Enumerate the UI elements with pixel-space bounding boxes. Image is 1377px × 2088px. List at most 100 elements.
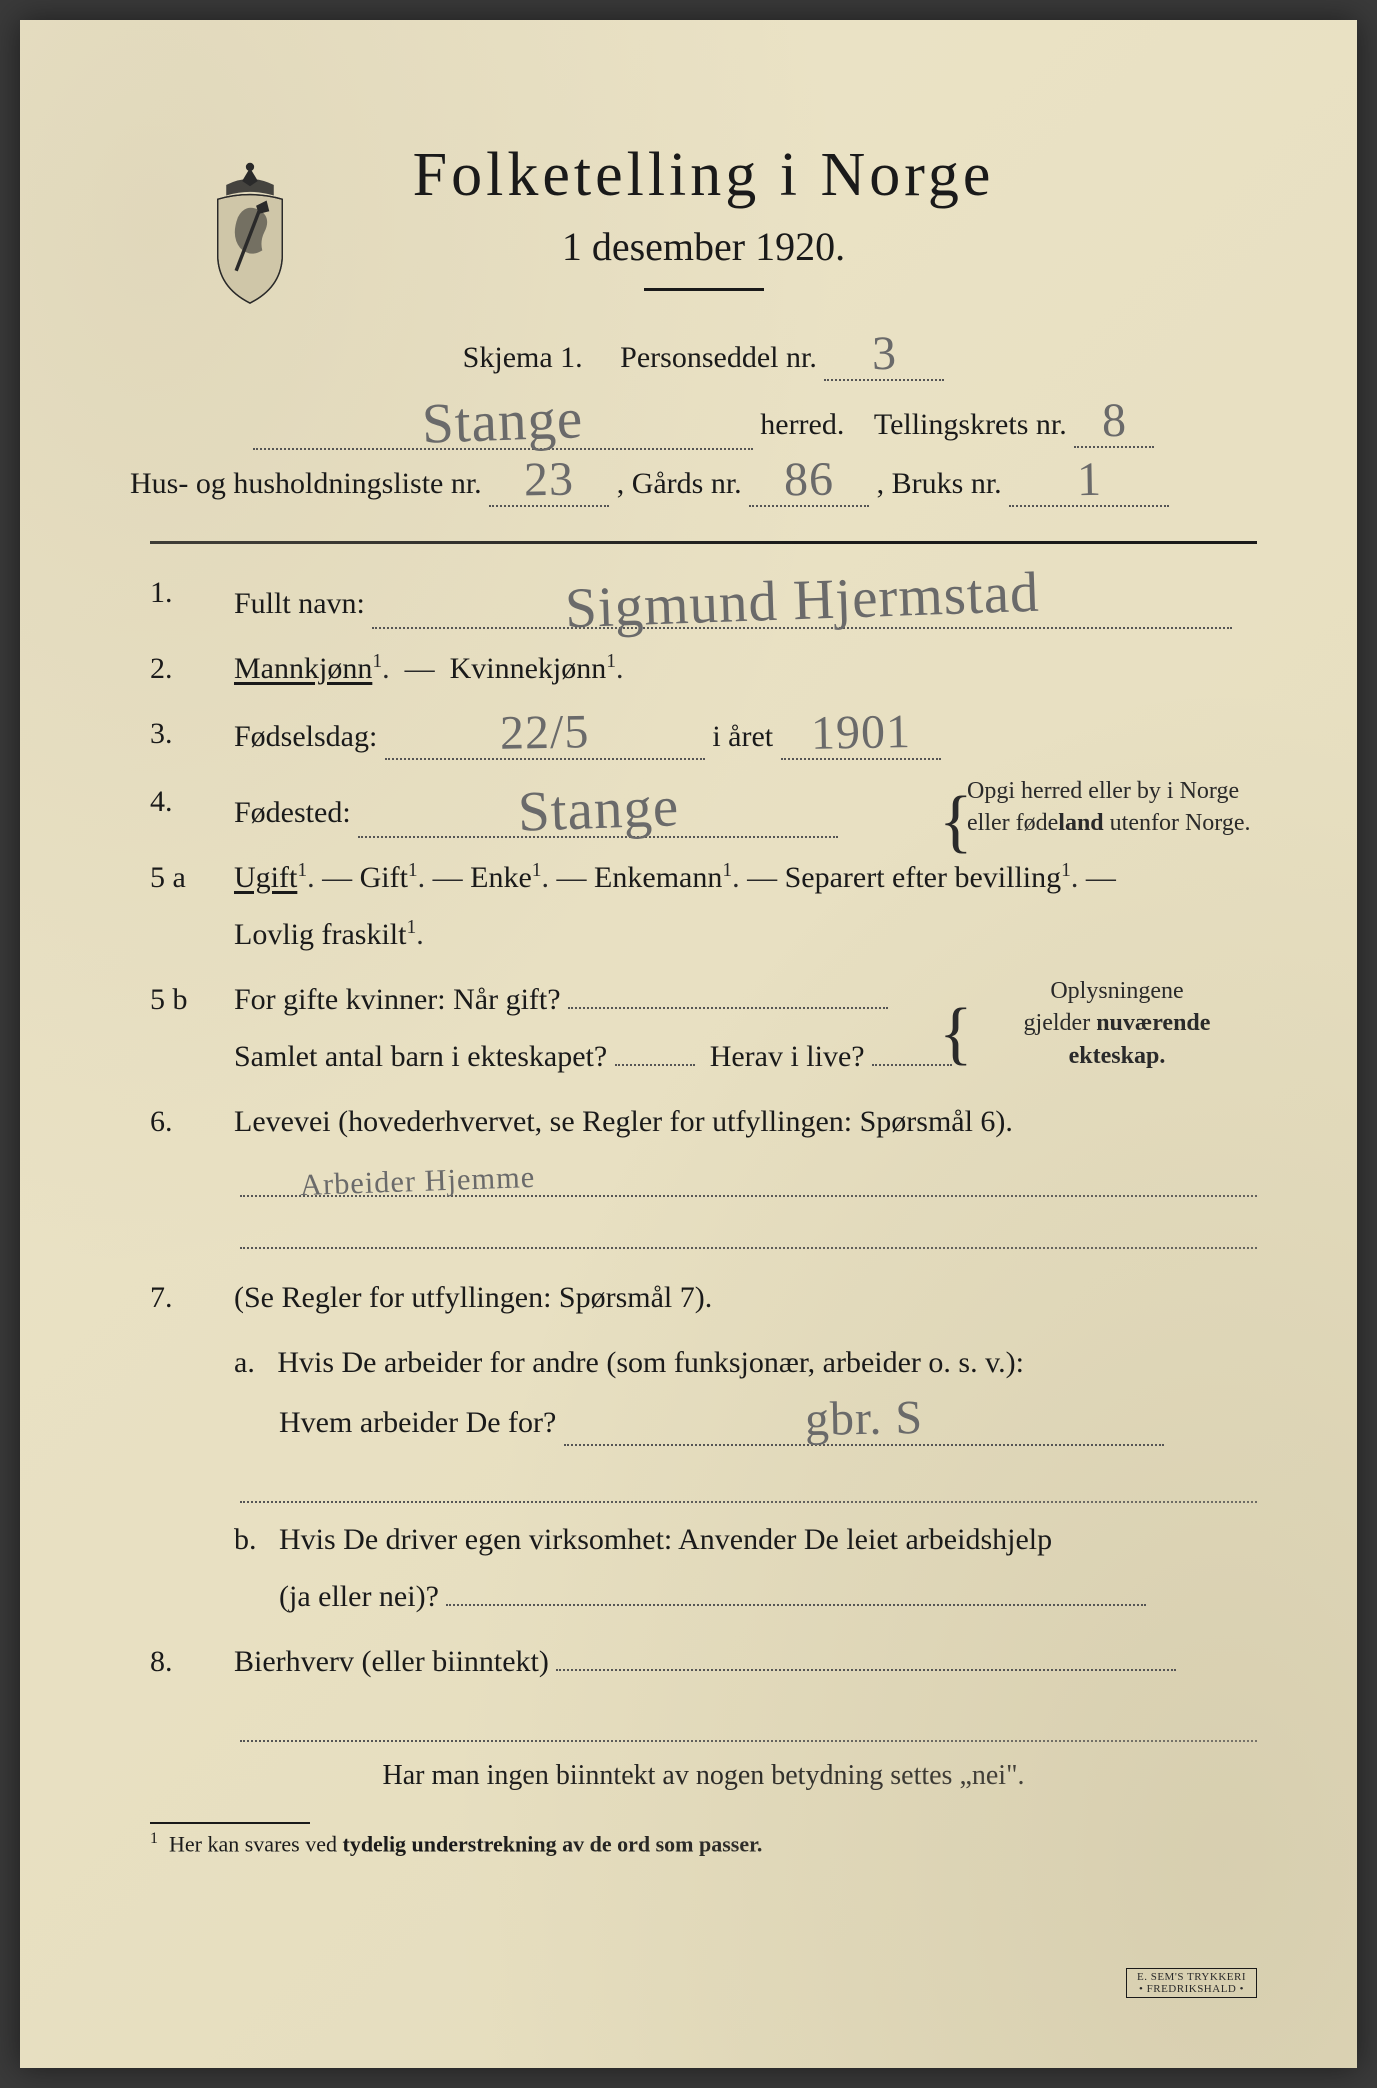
q7-num: 7. <box>150 1269 210 1326</box>
footnote-rule <box>150 1822 310 1824</box>
q7a-num: a. <box>234 1346 255 1379</box>
personseddel-label: Personseddel nr. <box>620 341 817 374</box>
footnote-b: tydelig understrekning av de ord som pas… <box>343 1831 763 1856</box>
footnote-a: Her kan svares ved <box>169 1831 343 1856</box>
q7b: b. Hvis De driver egen virksomhet: Anven… <box>150 1511 1257 1625</box>
printer-l2: • FREDRIKSHALD • <box>1137 1983 1246 1995</box>
q3-mid: i året <box>712 720 773 753</box>
q3-day-blank: 22/5 <box>385 705 705 760</box>
q5b: 5 b For gifte kvinner: Når gift? Samlet … <box>150 971 1257 1085</box>
q1-label: Fullt navn: <box>234 587 365 620</box>
questions: 1. Fullt navn: Sigmund Hjermstad 2. Mann… <box>150 564 1257 1857</box>
q4-note-l1: Opgi herred eller by i Norge <box>967 778 1239 804</box>
q2-mann: Mannkjønn <box>234 652 372 685</box>
q7a: a. Hvis De arbeider for andre (som funks… <box>150 1334 1257 1451</box>
herred-value: Stange <box>421 388 584 456</box>
coat-of-arms-icon <box>190 160 310 310</box>
q7a-l1: Hvis De arbeider for andre (som funksjon… <box>277 1346 1024 1379</box>
q4-label: Fødested: <box>234 796 351 829</box>
q8: 8. Bierhverv (eller biinntekt) <box>150 1633 1257 1690</box>
q5b-l2a: Samlet antal barn i ekteskapet? <box>234 1040 607 1073</box>
q3-year: 1901 <box>810 706 911 761</box>
hus-label: Hus- og husholdningsliste nr. <box>130 467 482 500</box>
meta-line-1: Skjema 1. Personseddel nr. 3 <box>150 326 1257 385</box>
q6-label: Levevei (hovederhvervet, se Regler for u… <box>234 1105 1013 1138</box>
q6-num: 6. <box>150 1093 210 1150</box>
q7: 7. (Se Regler for utfyllingen: Spørsmål … <box>150 1269 1257 1326</box>
q5b-l2a-blank <box>615 1064 695 1066</box>
q5b-note-l2b: nuværende <box>1096 1010 1210 1036</box>
footnote: 1 Her kan svares ved tydelig understrekn… <box>150 1830 1257 1857</box>
q5b-note-l3: ekteskap. <box>1069 1043 1166 1069</box>
q4-note: { Opgi herred eller by i Norge eller fød… <box>967 775 1267 840</box>
q5b-note-l2a: gjelder <box>1024 1010 1097 1036</box>
q3: 3. Fødselsdag: 22/5 i året 1901 <box>150 705 1257 765</box>
q7b-blank <box>446 1604 1146 1606</box>
q3-day: 22/5 <box>500 706 590 760</box>
gards-blank: 86 <box>749 452 869 507</box>
q6: 6. Levevei (hovederhvervet, se Regler fo… <box>150 1093 1257 1150</box>
herred-blank: Stange <box>253 385 753 450</box>
personseddel-value: 3 <box>871 328 897 381</box>
census-form-page: Folketelling i Norge 1 desember 1920. Sk… <box>20 20 1357 2068</box>
q5b-note-l1: Oplysningene <box>1050 978 1183 1004</box>
q4: 4. Fødested: Stange { Opgi herred eller … <box>150 773 1257 841</box>
hus-blank: 23 <box>489 452 609 507</box>
tellingskrets-value: 8 <box>1101 395 1127 448</box>
q5a-separert: Separert efter bevilling <box>785 861 1062 894</box>
q5a-enke: Enke <box>470 861 532 894</box>
q5b-l2b: Herav i live? <box>710 1040 865 1073</box>
brace-icon-2: { <box>939 987 973 1082</box>
q7a-value: gbr. S <box>804 1392 923 1447</box>
bruks-label: , Bruks nr. <box>877 467 1002 500</box>
skjema-label: Skjema 1. <box>463 341 583 374</box>
page-title: Folketelling i Norge <box>150 140 1257 211</box>
title-rule <box>644 288 764 291</box>
q5a-num: 5 a <box>150 849 210 906</box>
tail-note: Har man ingen biinntekt av nogen betydni… <box>150 1760 1257 1792</box>
q5a-enkemann: Enkemann <box>594 861 722 894</box>
q2-num: 2. <box>150 640 210 697</box>
q5a-fraskilt: Lovlig fraskilt <box>234 918 406 951</box>
q1-blank: Sigmund Hjermstad <box>372 564 1232 629</box>
personseddel-blank: 3 <box>824 326 944 381</box>
q1: 1. Fullt navn: Sigmund Hjermstad <box>150 564 1257 632</box>
q3-label: Fødselsdag: <box>234 720 377 753</box>
printer-l1: E. SEM'S TRYKKERI <box>1137 1971 1246 1983</box>
q4-note-l2c: utenfor Norge. <box>1104 810 1251 836</box>
q4-note-l2b: land <box>1058 810 1103 836</box>
q5a-gift: Gift <box>360 861 408 894</box>
gards-label: , Gårds nr. <box>617 467 742 500</box>
printer-mark: E. SEM'S TRYKKERI • FREDRIKSHALD • <box>1126 1968 1257 1998</box>
q5b-note: { Oplysningene gjelder nuværende ekteska… <box>967 975 1267 1072</box>
q1-num: 1. <box>150 564 210 621</box>
q8-blank <box>556 1669 1176 1671</box>
q7b-l2: (ja eller nei)? <box>279 1580 439 1613</box>
q4-note-l2a: eller føde <box>967 810 1058 836</box>
hus-value: 23 <box>524 454 575 508</box>
section-rule-top <box>150 541 1257 544</box>
meta-block: Skjema 1. Personseddel nr. 3 Stange herr… <box>150 326 1257 511</box>
tellingskrets-blank: 8 <box>1074 393 1154 448</box>
bruks-value: 1 <box>1076 454 1102 507</box>
herred-label: herred. <box>760 408 844 441</box>
q5b-l1a: For gifte kvinner: Når gift? <box>234 983 561 1016</box>
q8-blank-line-2 <box>240 1702 1257 1742</box>
q8-label: Bierhverv (eller biinntekt) <box>234 1645 549 1678</box>
meta-line-2: Stange herred. Tellingskrets nr. 8 <box>150 385 1257 452</box>
q5a: 5 a Ugift1. — Gift1. — Enke1. — Enkemann… <box>150 849 1257 963</box>
q7-label: (Se Regler for utfyllingen: Spørsmål 7). <box>234 1281 712 1314</box>
q3-num: 3. <box>150 705 210 762</box>
q7a-l2: Hvem arbeider De for? <box>279 1406 556 1439</box>
page-subtitle: 1 desember 1920. <box>150 223 1257 270</box>
q6-value: Arbeider Hjemme <box>299 1160 535 1203</box>
q4-value: Stange <box>517 776 680 844</box>
q1-value: Sigmund Hjermstad <box>564 562 1040 641</box>
q5b-l1-blank <box>568 1007 888 1009</box>
header: Folketelling i Norge 1 desember 1920. Sk… <box>150 140 1257 511</box>
q4-blank: Stange <box>358 773 838 838</box>
q7a-blank: gbr. S <box>564 1391 1164 1446</box>
q7b-l1: Hvis De driver egen virksomhet: Anvender… <box>279 1523 1052 1556</box>
footnote-sup: 1 <box>150 1830 158 1847</box>
tellingskrets-label: Tellingskrets nr. <box>874 408 1067 441</box>
